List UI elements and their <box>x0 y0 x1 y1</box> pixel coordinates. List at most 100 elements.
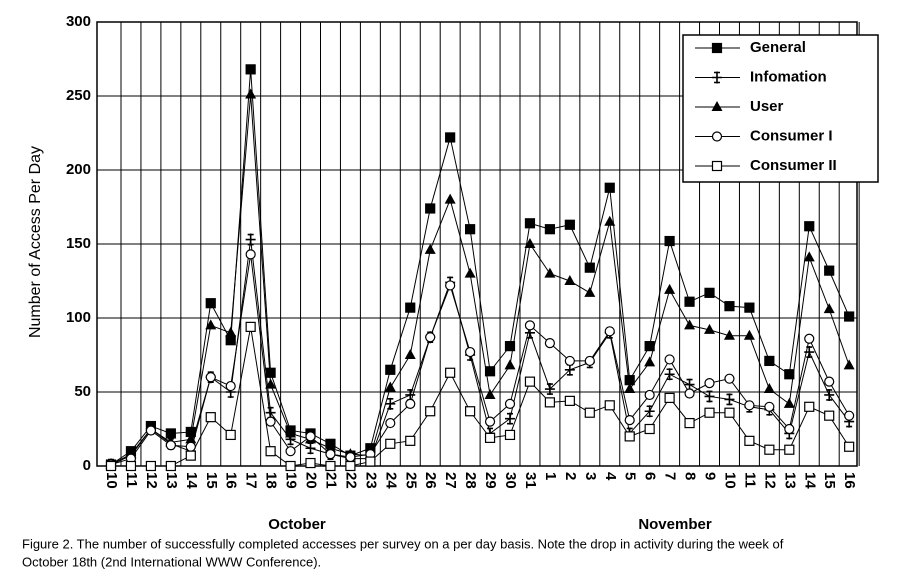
marker <box>524 238 536 248</box>
marker <box>711 160 723 172</box>
marker <box>783 397 795 408</box>
y-tick-label: 100 <box>66 309 91 326</box>
x-tick-label: 26 <box>422 472 439 489</box>
marker <box>584 355 595 367</box>
marker <box>704 407 715 418</box>
x-tick-label: 15 <box>821 472 838 489</box>
marker <box>723 329 735 340</box>
marker <box>205 372 216 383</box>
marker <box>445 280 456 291</box>
x-tick-label: 6 <box>642 472 659 480</box>
x-tick-label: 13 <box>163 472 180 489</box>
marker <box>644 356 656 367</box>
x-tick-label: 19 <box>283 472 300 489</box>
marker <box>564 363 575 376</box>
x-tick-label: 4 <box>602 472 619 481</box>
marker <box>764 401 775 412</box>
marker <box>265 416 276 427</box>
marker <box>684 378 695 391</box>
marker <box>544 397 556 408</box>
marker <box>804 333 815 344</box>
marker <box>285 460 296 472</box>
marker <box>824 388 835 401</box>
x-tick-label: 15 <box>203 472 220 489</box>
x-tick-label: 11 <box>741 472 758 488</box>
marker <box>711 101 723 111</box>
marker <box>844 410 855 421</box>
marker <box>365 456 376 467</box>
marker <box>225 380 236 392</box>
marker <box>664 354 675 365</box>
marker <box>744 435 755 446</box>
marker <box>385 417 396 429</box>
marker <box>425 203 436 214</box>
marker <box>584 407 595 418</box>
marker <box>425 332 436 343</box>
marker <box>145 460 156 472</box>
x-tick-label: 22 <box>342 472 359 489</box>
caption: Figure 2. The number of successfully com… <box>22 536 784 551</box>
marker <box>524 320 536 331</box>
marker <box>484 388 496 399</box>
marker <box>484 366 496 377</box>
marker <box>385 438 396 449</box>
marker <box>584 262 595 273</box>
marker <box>384 381 396 392</box>
x-tick-label: 20 <box>303 472 320 489</box>
marker <box>145 425 156 436</box>
marker <box>544 224 556 235</box>
marker <box>444 193 456 204</box>
marker <box>843 359 855 370</box>
caption: October 18th (2nd International WWW Conf… <box>22 554 321 569</box>
marker <box>524 218 536 229</box>
x-tick-label: 23 <box>362 472 379 489</box>
marker <box>744 400 755 411</box>
marker <box>711 42 723 54</box>
marker <box>704 378 715 389</box>
marker <box>564 219 575 230</box>
x-tick-label: 13 <box>781 472 798 489</box>
marker <box>804 346 815 359</box>
marker <box>844 441 855 452</box>
marker <box>804 401 815 412</box>
x-tick-label: 28 <box>462 472 479 489</box>
marker <box>644 341 655 352</box>
marker <box>724 407 735 418</box>
marker <box>405 398 416 409</box>
marker <box>404 349 416 359</box>
x-tick-label: 5 <box>622 472 639 480</box>
marker <box>504 398 516 409</box>
marker <box>824 410 835 421</box>
marker <box>784 369 795 380</box>
marker <box>704 390 715 403</box>
marker <box>465 224 476 235</box>
x-tick-label: 27 <box>442 472 459 489</box>
x-tick-label: 25 <box>402 472 419 489</box>
marker <box>345 452 356 463</box>
marker <box>803 251 815 262</box>
marker <box>424 243 436 254</box>
x-tick-label: 11 <box>123 472 140 488</box>
marker <box>564 355 575 367</box>
y-tick-label: 250 <box>66 87 91 104</box>
marker <box>225 386 236 398</box>
marker <box>324 442 336 453</box>
marker <box>185 441 196 452</box>
marker <box>644 423 655 435</box>
marker <box>644 405 655 418</box>
marker <box>644 389 655 401</box>
marker <box>764 444 775 455</box>
marker <box>405 435 416 446</box>
marker <box>165 440 176 451</box>
x-tick-label: 8 <box>682 472 699 480</box>
marker <box>205 412 216 423</box>
x-tick-label: 17 <box>243 472 260 489</box>
legend-label: Consumer I <box>750 127 833 144</box>
marker <box>185 433 197 444</box>
marker <box>465 346 476 358</box>
marker <box>305 431 316 442</box>
marker <box>624 431 635 442</box>
marker <box>125 460 137 472</box>
x-tick-label: 7 <box>662 472 679 480</box>
marker <box>804 221 815 232</box>
